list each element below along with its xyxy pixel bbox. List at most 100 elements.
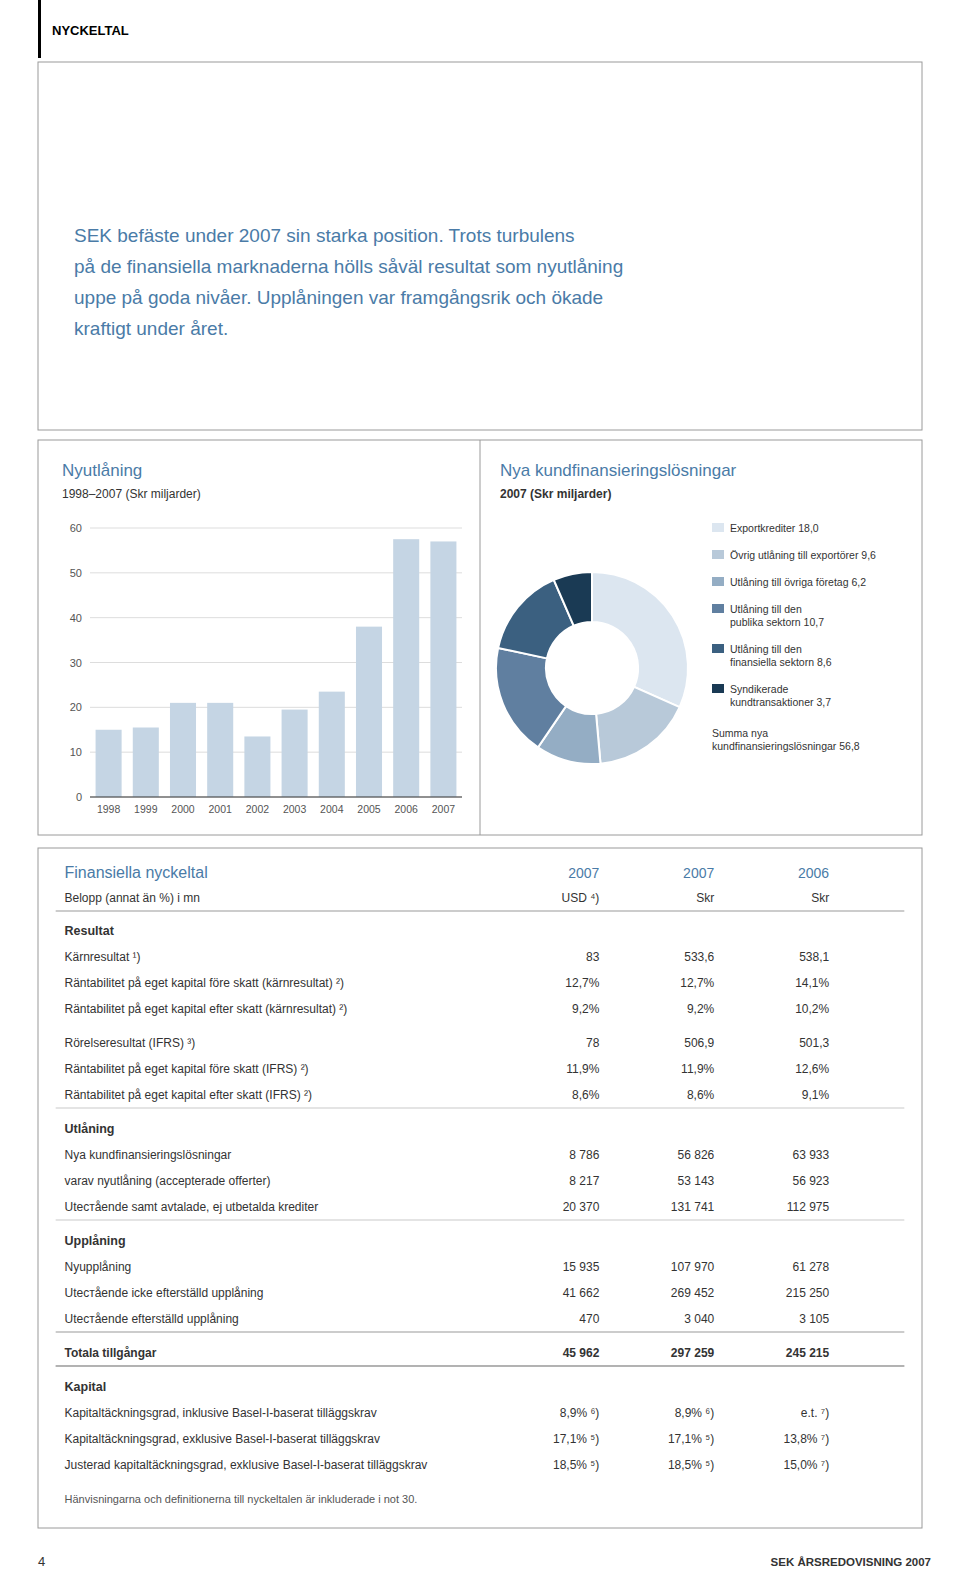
legend-entry: Utlåning till denpublika sektorn 10,7 [730,603,824,628]
column-header: 2007 [568,865,599,881]
section-title: Kapital [65,1380,107,1394]
row-label: varav nyutlåning (accepterade offerter) [65,1174,271,1188]
cell: 297 259 [671,1346,715,1360]
pie-chart: Nya kundfinansieringslösningar2007 (Skr … [496,461,876,764]
charts-box [38,440,922,835]
cell: 8 786 [569,1148,599,1162]
cell: 9,2% [572,1002,600,1016]
cell: 10,2% [795,1002,829,1016]
cell: 470 [579,1312,599,1326]
legend-swatch [712,644,724,653]
table-note: Hänvisningarna och definitionerna till n… [65,1493,418,1505]
row-label: Rörelseresultat (IFRS) ³) [65,1036,196,1050]
legend-swatch [712,684,724,693]
table-rule [56,1366,905,1367]
header-rule [38,0,41,58]
y-tick-label: 30 [70,657,82,669]
table-rule [56,1108,905,1109]
text-line: finansiella sektorn 8,6 [730,656,832,668]
cell: 56 826 [678,1148,715,1162]
cell: 9,2% [687,1002,715,1016]
row-label: Utестående efterställd upplåning [65,1312,239,1326]
chart-title: Nya kundfinansieringslösningar [500,461,737,480]
y-tick-label: 60 [70,522,82,534]
cell: 18,5% ⁵) [668,1458,714,1472]
grid-line [90,528,462,529]
table-rule [56,1366,905,1367]
y-tick-label: 50 [70,567,82,579]
bars [96,539,457,797]
chart-title: Nyutlåning [62,461,142,480]
row-label: Utестående samt avtalade, ej utbetalda k… [65,1200,319,1214]
cell: 12,7% [565,976,599,990]
row-label: Kapitaltäckningsgrad, inklusive Basel-I-… [65,1406,377,1420]
table-rule [56,1220,905,1221]
column-unit: Skr [696,891,714,905]
cell: 8 217 [569,1174,599,1188]
table: Finansiella nyckeltal200720072006Belopp … [56,864,905,1505]
x-tick-label: 2001 [209,803,233,815]
row-label: Räntabilitet på eget kapital före skatt … [65,1062,309,1076]
pie-slice [554,572,592,626]
text-line: kundfinansieringslösningar 56,8 [712,740,860,752]
bar [207,703,233,797]
row-label: Kärnresultat ¹) [65,950,141,964]
cell: 269 452 [671,1286,715,1300]
chart-subtitle: 1998–2007 (Skr miljarder) [62,487,201,501]
cell: 53 143 [678,1174,715,1188]
cell: 45 962 [563,1346,600,1360]
cell: 12,6% [795,1062,829,1076]
row-label: Nyupplåning [65,1260,132,1274]
cell: 112 975 [787,1200,830,1214]
pie-slice [596,687,680,764]
column-header: 2006 [798,865,829,881]
pie-slice [496,648,566,747]
bar [282,710,308,797]
cell: 17,1% ⁵) [668,1432,714,1446]
cell: 15,0% ⁷) [783,1458,829,1472]
text-line: Summa nya [712,727,768,739]
section-title: Resultat [65,924,115,938]
legend-swatch [712,604,724,613]
cell: 15 935 [563,1260,600,1274]
row-label: Räntabilitet på eget kapital före skatt … [65,976,344,990]
cell: 61 278 [792,1260,829,1274]
cell: 538,1 [799,950,829,964]
text-line: Syndikerade [730,683,789,695]
cell: 11,9% [681,1062,714,1076]
cell: 78 [586,1036,600,1050]
footer-title: SEK ÅRSREDOVISNING 2007 [771,1556,931,1568]
cell: 8,6% [687,1088,715,1102]
x-tick-label: 2004 [320,803,344,815]
legend-entry: Utlåning till övriga företag 6,2 [730,576,866,588]
cell: 215 250 [786,1286,830,1300]
intro-line: kraftigt under året. [74,318,228,339]
intro-line: SEK befäste under 2007 sin starka positi… [74,225,575,246]
column-unit: USD ⁴) [562,891,600,905]
legend-entry: Syndikeradekundtransaktioner 3,7 [730,683,831,708]
bar [96,730,122,797]
cell: 131 741 [671,1200,715,1214]
background [0,0,960,1589]
x-tick-label: 2006 [395,803,419,815]
row-label: Kapitaltäckningsgrad, exklusive Basel-I-… [65,1432,381,1446]
x-tick-label: 2005 [357,803,381,815]
y-tick-label: 20 [70,701,82,713]
cell: 41 662 [563,1286,600,1300]
bar [133,728,159,797]
row-label: Totala tillgångar [65,1346,157,1360]
y-tick-label: 40 [70,612,82,624]
table-rule [56,1332,905,1333]
bar [393,539,419,797]
legend-swatch [712,523,724,532]
grid-line [90,797,462,798]
legend-swatch [712,577,724,586]
bar [170,703,196,797]
legend-entry: Utlåning till denfinansiella sektorn 8,6 [730,643,832,668]
cell: 12,7% [680,976,714,990]
row-label: Nya kundfinansieringslösningar [65,1148,232,1162]
cell: 18,5% ⁵) [553,1458,599,1472]
table-rule [56,911,905,912]
divider [480,440,481,835]
bar [319,692,345,797]
